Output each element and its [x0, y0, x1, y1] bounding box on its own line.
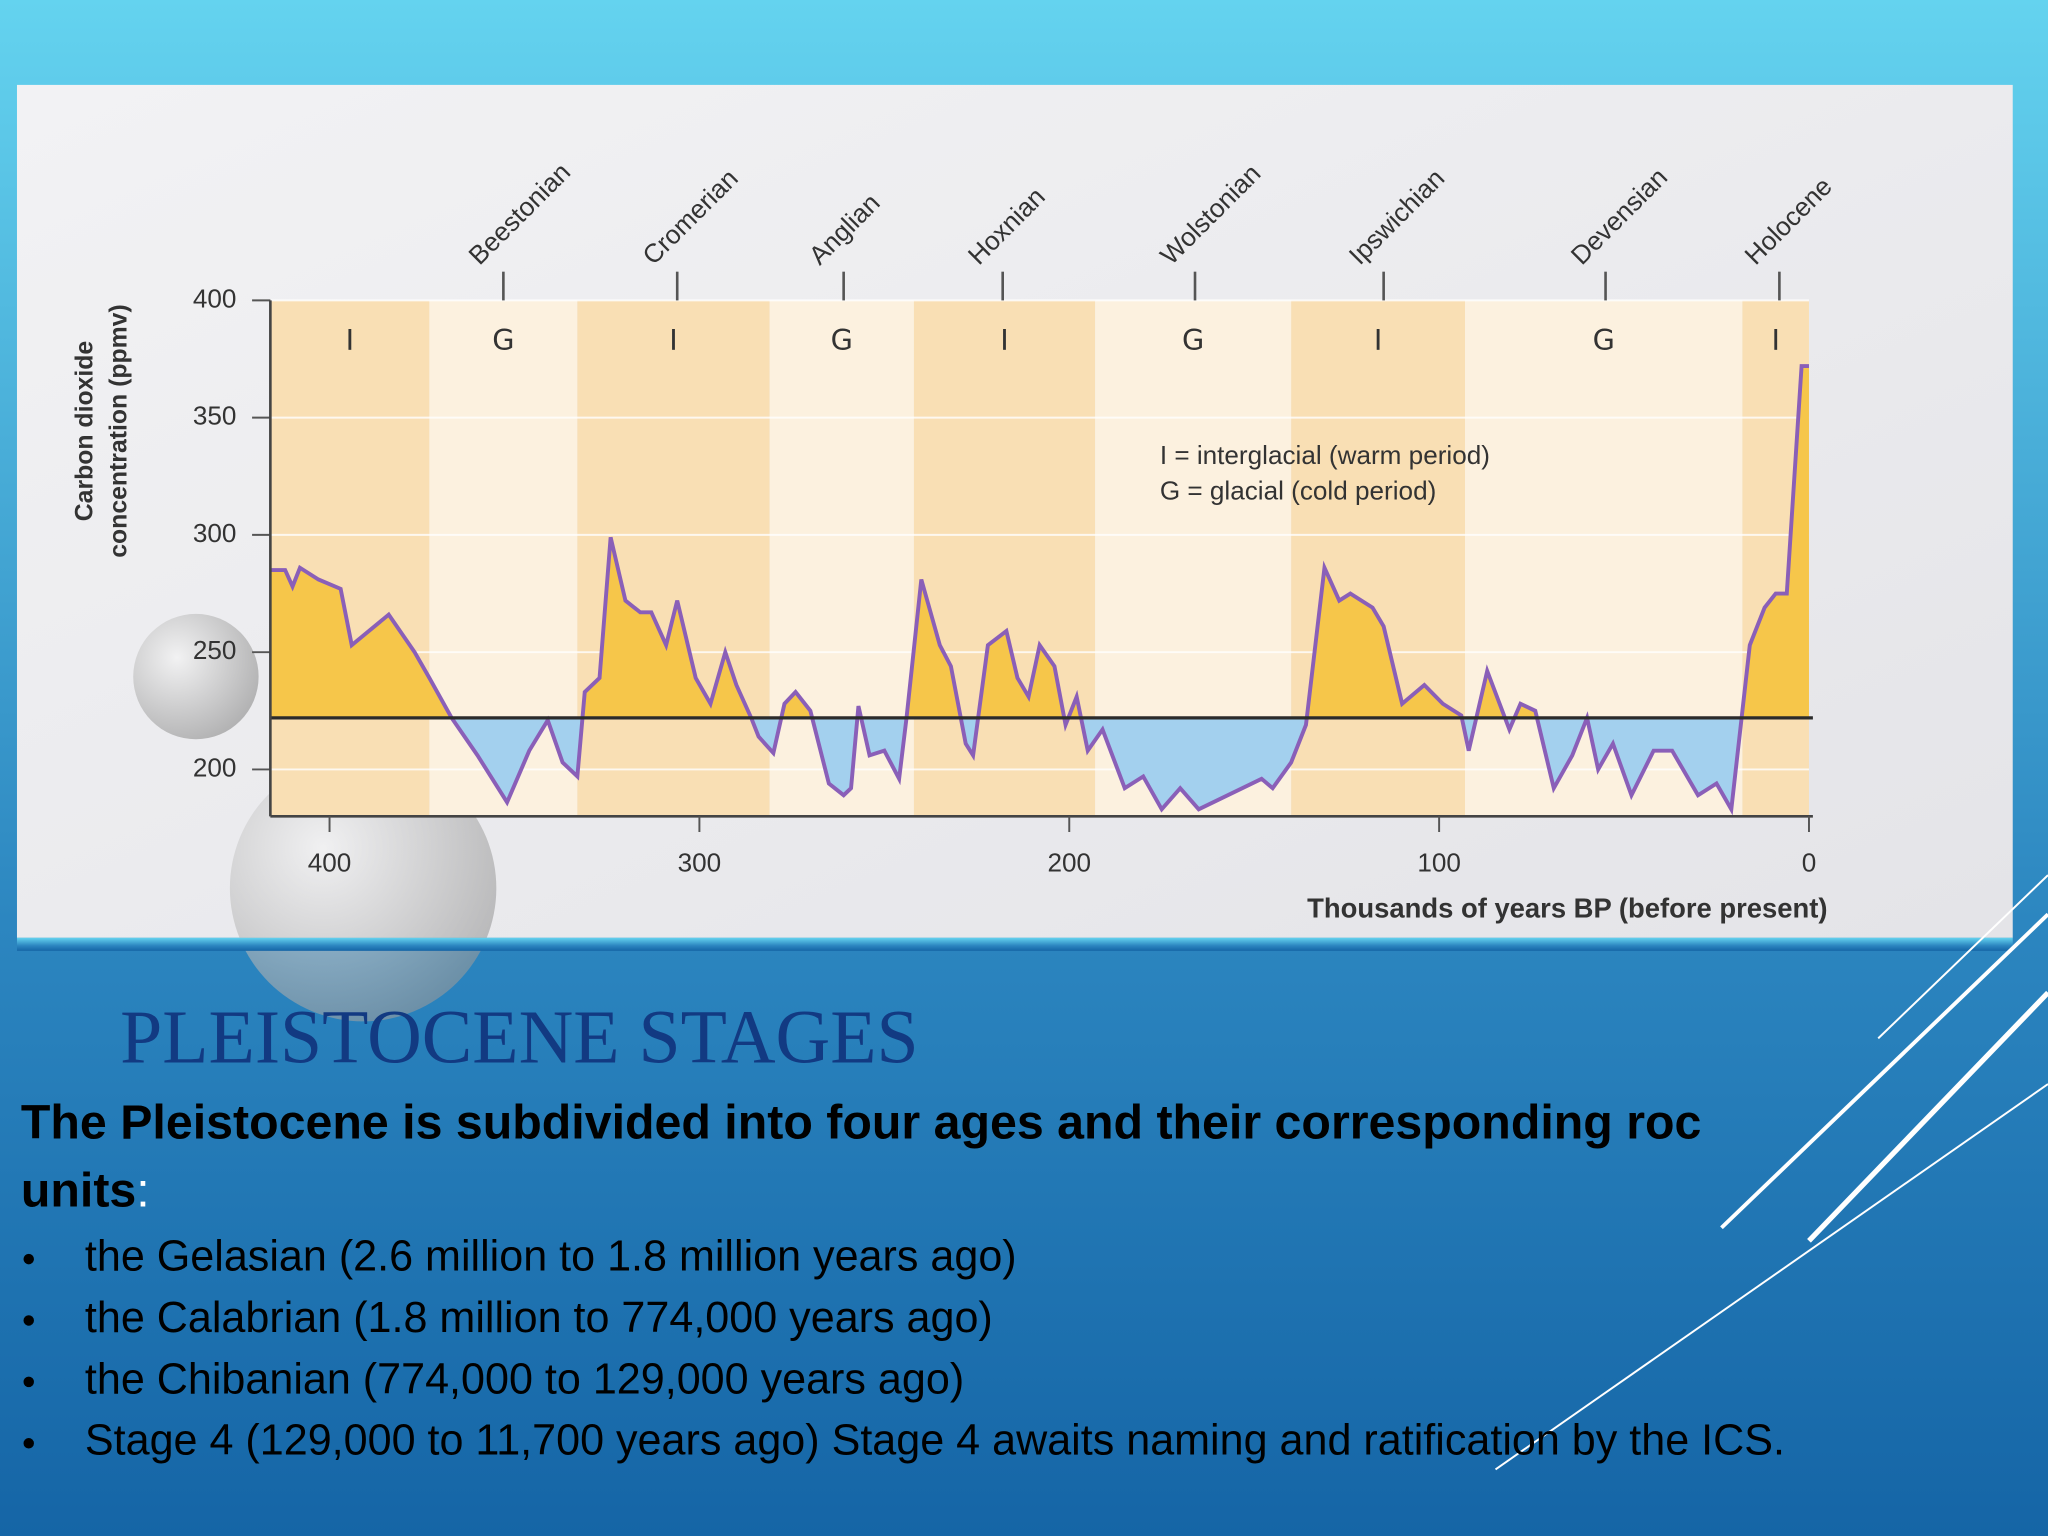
legend-text: G = glacial (cold period): [1160, 475, 1436, 505]
x-tick-label: 100: [1417, 848, 1461, 878]
bullet-dot: [23, 1315, 34, 1326]
globe-decoration: [133, 613, 259, 740]
period-band: [577, 300, 770, 817]
panel-edge: [16, 937, 2013, 951]
bullet-text: the Gelasian (2.6 million to 1.8 million…: [85, 1232, 1017, 1280]
heading-suffix: :: [136, 1164, 149, 1218]
period-band: [913, 300, 1096, 817]
y-tick-label: 350: [193, 401, 237, 431]
legend-text: I = interglacial (warm period): [1160, 440, 1490, 470]
period-label: I: [669, 323, 677, 357]
x-tick-label: 200: [1047, 848, 1091, 878]
period-band: [1291, 300, 1466, 817]
bullet-dot: [23, 1376, 34, 1388]
bullet-text: the Chibanian (774,000 to 129,000 years …: [85, 1355, 964, 1403]
y-tick-label: 400: [193, 283, 237, 313]
y-tick-label: 250: [193, 635, 237, 665]
bullet-dot: [23, 1438, 34, 1449]
period-label: G: [831, 323, 853, 357]
x-axis-label: Thousands of years BP (before present): [1307, 893, 1827, 924]
period-label: G: [1593, 323, 1615, 357]
bullet-dot: [23, 1253, 34, 1265]
period-label: G: [1182, 323, 1204, 357]
globe-decoration: [229, 754, 497, 1022]
heading-line: units: [21, 1164, 136, 1218]
co2-line: [270, 364, 1809, 816]
period-label: I: [1374, 323, 1382, 357]
x-tick-label: 300: [678, 848, 722, 878]
x-tick-label: 400: [308, 848, 352, 878]
period-label: I: [1771, 323, 1779, 357]
bullet-text: the Calabrian (1.8 million to 774,000 ye…: [85, 1294, 993, 1342]
bullet-text: Stage 4 (129,000 to 11,700 years ago) St…: [85, 1417, 1785, 1465]
heading-line: The Pleistocene is subdivided into four …: [21, 1096, 1702, 1150]
x-tick-label: 0: [1802, 848, 1817, 878]
slide-text: PLEISTOCENE STAGES The Pleistocene is sub…: [21, 995, 1785, 1464]
area-above: [270, 366, 1809, 718]
y-axis-label: Carbon dioxide: [72, 341, 99, 521]
y-tick-label: 300: [193, 518, 237, 548]
period-band: [270, 300, 430, 817]
slide-title: PLEISTOCENE STAGES: [120, 995, 918, 1079]
period-label: I: [1000, 323, 1008, 357]
y-tick-label: 200: [193, 752, 237, 782]
period-label: G: [492, 323, 514, 357]
period-label: I: [346, 323, 354, 357]
decor-lines: [1494, 874, 2048, 1471]
y-axis-label: concentration (ppmv): [106, 304, 133, 557]
